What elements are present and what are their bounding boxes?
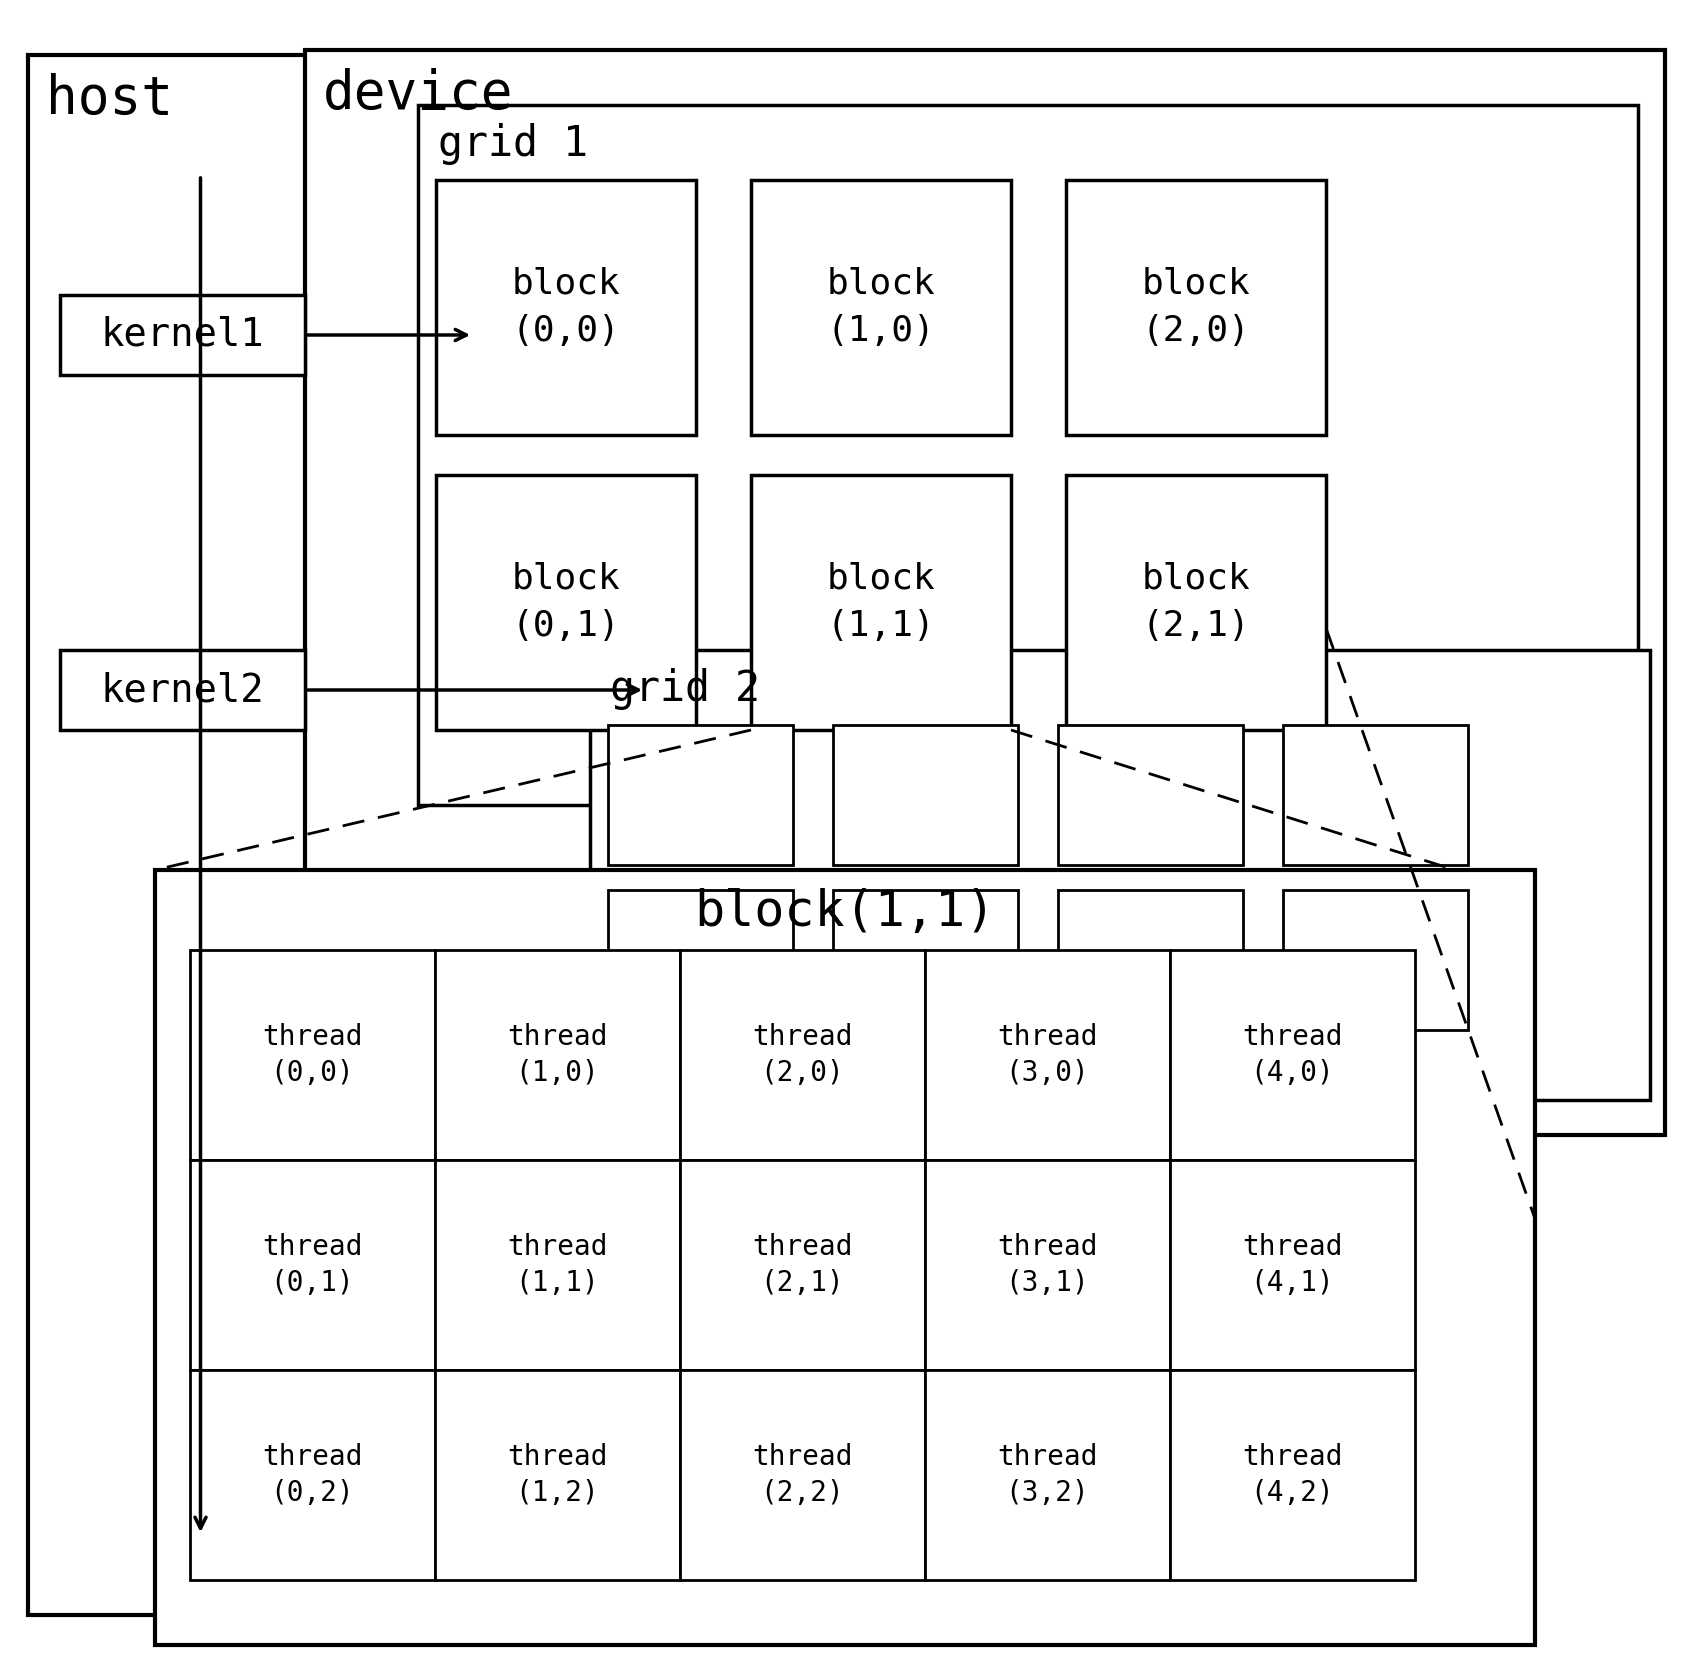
Text: device: device (322, 69, 514, 121)
Bar (833, 890, 1018, 1031)
Bar (608, 726, 792, 865)
Bar (434, 1369, 680, 1580)
Text: thread
(3,0): thread (3,0) (998, 1022, 1098, 1088)
Bar (1169, 950, 1415, 1160)
Bar (436, 474, 696, 731)
Bar (417, 106, 1638, 804)
Text: thread
(2,1): thread (2,1) (752, 1232, 854, 1297)
Text: kernel1: kernel1 (100, 317, 265, 354)
Bar (833, 726, 1018, 865)
Text: thread
(3,1): thread (3,1) (998, 1232, 1098, 1297)
Text: thread
(4,2): thread (4,2) (1242, 1443, 1342, 1507)
Bar (154, 870, 1536, 1646)
Bar (434, 950, 680, 1160)
Bar (305, 50, 1665, 1135)
Text: thread
(3,2): thread (3,2) (998, 1443, 1098, 1507)
Bar (1057, 890, 1242, 1031)
Bar (680, 1160, 925, 1369)
Text: kernel2: kernel2 (100, 670, 265, 709)
Text: block
(1,1): block (1,1) (826, 561, 935, 644)
Bar (608, 890, 792, 1031)
Bar (27, 55, 373, 1616)
Text: thread
(4,0): thread (4,0) (1242, 1022, 1342, 1088)
Bar (680, 1369, 925, 1580)
Bar (1066, 474, 1325, 731)
Text: grid 2: grid 2 (609, 669, 760, 711)
Text: block
(0,1): block (0,1) (511, 561, 621, 644)
Text: grid 1: grid 1 (438, 122, 587, 164)
Text: thread
(0,0): thread (0,0) (263, 1022, 363, 1088)
Text: thread
(1,1): thread (1,1) (507, 1232, 608, 1297)
Text: thread
(2,2): thread (2,2) (752, 1443, 854, 1507)
Text: thread
(1,0): thread (1,0) (507, 1022, 608, 1088)
Bar (59, 295, 305, 375)
Text: thread
(2,0): thread (2,0) (752, 1022, 854, 1088)
Text: host: host (46, 74, 173, 126)
Bar (925, 1160, 1169, 1369)
Bar (1283, 890, 1468, 1031)
Bar (591, 650, 1649, 1099)
Bar (925, 1369, 1169, 1580)
Bar (1283, 726, 1468, 865)
Bar (1169, 1369, 1415, 1580)
Bar (925, 950, 1169, 1160)
Text: thread
(0,2): thread (0,2) (263, 1443, 363, 1507)
Bar (434, 1160, 680, 1369)
Bar (190, 1160, 434, 1369)
Text: block
(2,1): block (2,1) (1142, 561, 1251, 644)
Bar (190, 1369, 434, 1580)
Bar (752, 474, 1011, 731)
Text: block
(2,0): block (2,0) (1142, 266, 1251, 349)
Text: block
(0,0): block (0,0) (511, 266, 621, 349)
Text: thread
(4,1): thread (4,1) (1242, 1232, 1342, 1297)
Bar (190, 950, 434, 1160)
Bar (1066, 179, 1325, 436)
Bar (1169, 1160, 1415, 1369)
Text: thread
(1,2): thread (1,2) (507, 1443, 608, 1507)
Text: block
(1,0): block (1,0) (826, 266, 935, 349)
Bar (752, 179, 1011, 436)
Text: thread
(0,1): thread (0,1) (263, 1232, 363, 1297)
Text: block(1,1): block(1,1) (694, 888, 996, 935)
Bar (1057, 726, 1242, 865)
Bar (436, 179, 696, 436)
Bar (680, 950, 925, 1160)
Bar (59, 650, 305, 731)
